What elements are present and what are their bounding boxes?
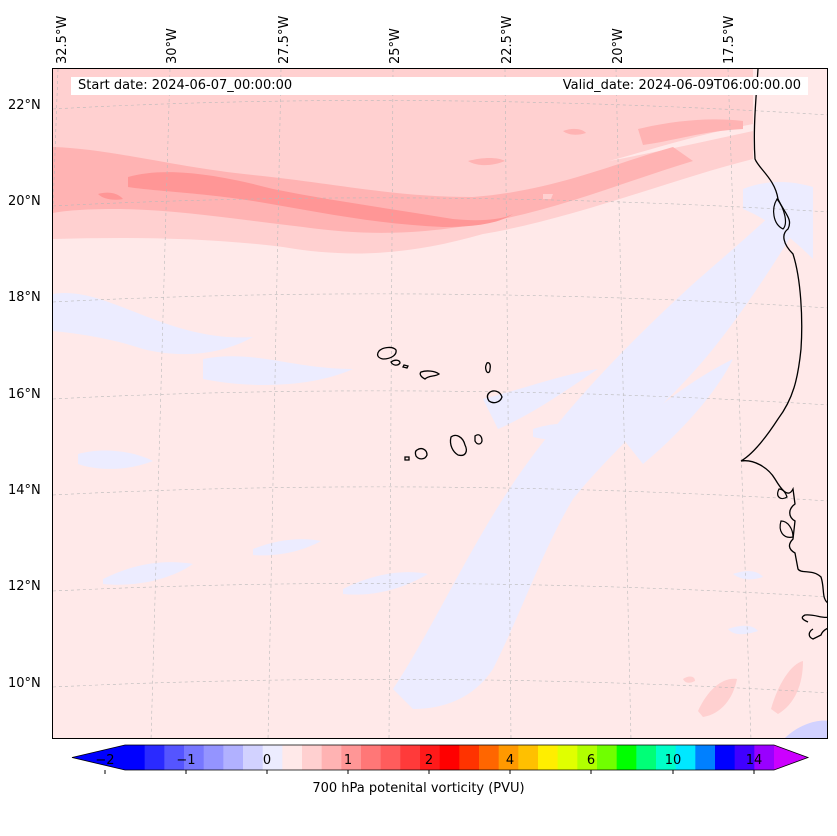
- island-sao-nicolau: [419, 370, 441, 380]
- island-santiago: [449, 434, 467, 457]
- colorbar-segment: [538, 745, 559, 770]
- colorbar-segment: [302, 745, 323, 770]
- colorbar-title: 700 hPa potenital vorticity (PVU): [312, 781, 525, 796]
- lon-label: 22.5°W: [500, 15, 515, 64]
- contour-patch-3: [543, 194, 553, 199]
- lat-label: 16°N: [8, 387, 41, 402]
- contour-blue-14: [785, 720, 827, 738]
- colorbar-tick-label: 4: [505, 753, 515, 768]
- island-sao-vicente: [390, 359, 401, 366]
- contour-blue-6: [78, 450, 153, 469]
- colorbar-tick-label: 1: [343, 753, 353, 768]
- island-santo-antao: [376, 346, 397, 360]
- island-sal: [484, 362, 491, 374]
- coast-detail-3: [779, 520, 794, 538]
- colorbar-tick-label: −2: [95, 753, 115, 768]
- lat-label: 18°N: [8, 290, 41, 305]
- colorbar-segment: [459, 745, 480, 770]
- colorbar-tick-label: 6: [586, 753, 596, 768]
- colorbar-segment: [243, 745, 264, 770]
- contour-pink-low-3: [683, 676, 695, 683]
- colorbar-segment: [616, 745, 637, 770]
- contour-blue-3: [393, 194, 808, 709]
- colorbar-segment: [636, 745, 657, 770]
- contour-blue-13: [728, 625, 758, 635]
- colorbar-extend-high: [774, 745, 808, 770]
- colorbar-segment: [715, 745, 736, 770]
- cape-verde-islands: [376, 346, 503, 461]
- colorbar-tick-label: −1: [176, 753, 196, 768]
- colorbar-segment: [125, 745, 146, 770]
- colorbar-tick-label: 2: [424, 753, 434, 768]
- colorbar-segment: [380, 745, 401, 770]
- lat-label: 14°N: [8, 483, 41, 498]
- colorbar-segment: [282, 745, 303, 770]
- contour-patch: [468, 158, 505, 166]
- lat-label: 22°N: [8, 98, 41, 113]
- lon-label: 25°W: [388, 28, 403, 64]
- island-santa-luzia: [402, 364, 409, 369]
- map-canvas: [53, 69, 827, 738]
- contour-band-light-2: [53, 131, 753, 254]
- contour-band-medium-2: [638, 119, 743, 145]
- colorbar-tick-label: 14: [745, 753, 763, 768]
- colorbar-segment: [144, 745, 165, 770]
- africa-coastline: [740, 69, 827, 640]
- pv-contours: [53, 69, 827, 738]
- lon-label: 30°W: [165, 28, 180, 64]
- colorbar-segment: [400, 745, 421, 770]
- colorbar-segment: [518, 745, 539, 770]
- date-banner: Start date: 2024-06-07_00:00:00 Valid_da…: [71, 77, 808, 95]
- lat-label: 20°N: [8, 194, 41, 209]
- contour-core: [128, 172, 513, 227]
- contour-blue-7: [103, 562, 193, 585]
- contour-blue-11: [743, 182, 813, 259]
- island-boa-vista: [486, 390, 503, 404]
- contour-core-2: [98, 192, 123, 200]
- contour-band-medium: [53, 147, 693, 233]
- colorbar-segment: [321, 745, 342, 770]
- lon-label: 17.5°W: [722, 15, 737, 64]
- coast-detail-1: [773, 197, 787, 230]
- colorbar-segment: [479, 745, 500, 770]
- colorbar-segment: [361, 745, 382, 770]
- contour-pink-low-1: [698, 678, 737, 717]
- lon-label: 20°W: [611, 28, 626, 64]
- colorbar-segment: [203, 745, 224, 770]
- colorbar-segment: [439, 745, 460, 770]
- contour-blue-4: [483, 369, 598, 429]
- lat-label: 12°N: [8, 579, 41, 594]
- contour-blue-10: [533, 423, 613, 441]
- colorbar-segment: [695, 745, 716, 770]
- contour-blue-2: [203, 356, 353, 385]
- valid-date-label: Valid_date: 2024-06-09T06:00:00.00: [562, 78, 801, 93]
- contour-blue-1: [53, 293, 253, 355]
- contour-pink-low-2: [771, 661, 803, 714]
- island-fogo: [414, 448, 428, 460]
- contour-blue-8: [253, 539, 321, 556]
- lon-label: 32.5°W: [55, 15, 70, 64]
- start-date-label: Start date: 2024-06-07_00:00:00: [78, 78, 293, 93]
- lat-label: 10°N: [8, 676, 41, 691]
- contour-blue-5: [623, 359, 733, 464]
- gridlines: [53, 69, 827, 738]
- colorbar-segment: [223, 745, 244, 770]
- colorbar-tick-label: 0: [262, 753, 272, 768]
- contour-blue-12: [733, 571, 763, 580]
- island-maio: [474, 434, 483, 445]
- map-panel: [52, 68, 828, 739]
- lon-label: 27.5°W: [277, 15, 292, 64]
- colorbar-tick-label: 10: [664, 753, 682, 768]
- colorbar-segment: [597, 745, 618, 770]
- coast-detail-2: [777, 488, 788, 500]
- colorbar-segment: [557, 745, 578, 770]
- island-brava: [404, 456, 410, 461]
- contour-patch-2: [563, 128, 586, 135]
